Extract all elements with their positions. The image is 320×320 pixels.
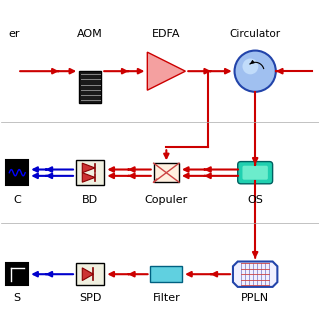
FancyBboxPatch shape: [6, 160, 28, 185]
FancyBboxPatch shape: [243, 166, 268, 180]
Polygon shape: [233, 261, 277, 287]
FancyBboxPatch shape: [79, 71, 101, 103]
Text: SPD: SPD: [79, 293, 101, 303]
Polygon shape: [82, 163, 95, 173]
Text: OS: OS: [247, 195, 263, 205]
Text: BD: BD: [82, 195, 98, 205]
FancyBboxPatch shape: [6, 263, 28, 285]
Text: er: er: [8, 29, 20, 39]
Text: C: C: [13, 195, 21, 205]
Text: PPLN: PPLN: [241, 293, 269, 303]
Polygon shape: [147, 52, 185, 90]
FancyBboxPatch shape: [154, 163, 179, 182]
Polygon shape: [82, 268, 93, 281]
Text: Circulator: Circulator: [230, 29, 281, 39]
Circle shape: [235, 51, 276, 92]
Text: AOM: AOM: [77, 29, 103, 39]
FancyBboxPatch shape: [76, 160, 105, 185]
FancyBboxPatch shape: [238, 162, 273, 184]
Text: Copuler: Copuler: [145, 195, 188, 205]
Text: Filter: Filter: [152, 293, 180, 303]
Circle shape: [243, 59, 258, 74]
Polygon shape: [82, 173, 95, 182]
Text: EDFA: EDFA: [152, 29, 180, 39]
FancyBboxPatch shape: [76, 263, 105, 285]
FancyBboxPatch shape: [150, 266, 182, 282]
Text: S: S: [14, 293, 21, 303]
